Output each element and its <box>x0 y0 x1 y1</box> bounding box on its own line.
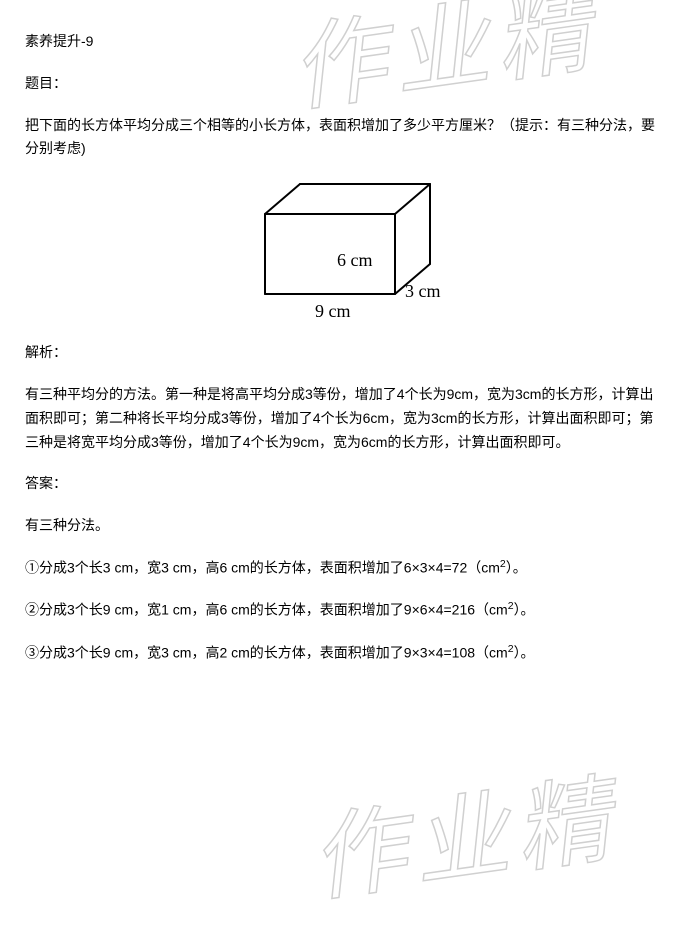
section-header: 素养提升-9 <box>25 30 665 54</box>
cuboid-figure: 6 cm 3 cm 9 cm <box>245 179 445 319</box>
answer-item-3: ③分成3个长9 cm，宽3 cm，高2 cm的长方体，表面积增加了9×3×4=1… <box>25 641 665 665</box>
answer-pre: ②分成3个长9 cm，宽1 cm，高6 cm的长方体，表面积增加了9×6×4=2… <box>25 602 508 618</box>
dim-width: 9 cm <box>315 296 351 327</box>
dim-height: 6 cm <box>337 245 373 276</box>
header-text: 素养提升-9 <box>25 33 93 49</box>
analysis-text: 有三种平均分的方法。第一种是将高平均分成3等份，增加了4个长为9cm，宽为3cm… <box>25 383 665 454</box>
dim-depth: 3 cm <box>405 276 441 307</box>
answer-pre: ①分成3个长3 cm，宽3 cm，高6 cm的长方体，表面积增加了6×3×4=7… <box>25 560 500 576</box>
answer-label: 答案： <box>25 472 665 496</box>
watermark-bottom: 作业精 <box>300 739 628 942</box>
answer-post: ）。 <box>514 602 535 618</box>
answer-intro: 有三种分法。 <box>25 514 665 538</box>
answer-post: ）。 <box>514 645 535 661</box>
answer-item-1: ①分成3个长3 cm，宽3 cm，高6 cm的长方体，表面积增加了6×3×4=7… <box>25 556 665 580</box>
question-text: 把下面的长方体平均分成三个相等的小长方体，表面积增加了多少平方厘米？（提示：有三… <box>25 114 665 162</box>
document-content: 素养提升-9 题目： 把下面的长方体平均分成三个相等的小长方体，表面积增加了多少… <box>25 30 665 665</box>
answer-item-2: ②分成3个长9 cm，宽1 cm，高6 cm的长方体，表面积增加了9×6×4=2… <box>25 598 665 622</box>
answers-list: ①分成3个长3 cm，宽3 cm，高6 cm的长方体，表面积增加了6×3×4=7… <box>25 556 665 665</box>
figure-container: 6 cm 3 cm 9 cm <box>25 179 665 319</box>
answer-pre: ③分成3个长9 cm，宽3 cm，高2 cm的长方体，表面积增加了9×3×4=1… <box>25 645 508 661</box>
analysis-label: 解析： <box>25 341 665 365</box>
answer-post: ）。 <box>506 560 527 576</box>
question-label: 题目： <box>25 72 665 96</box>
